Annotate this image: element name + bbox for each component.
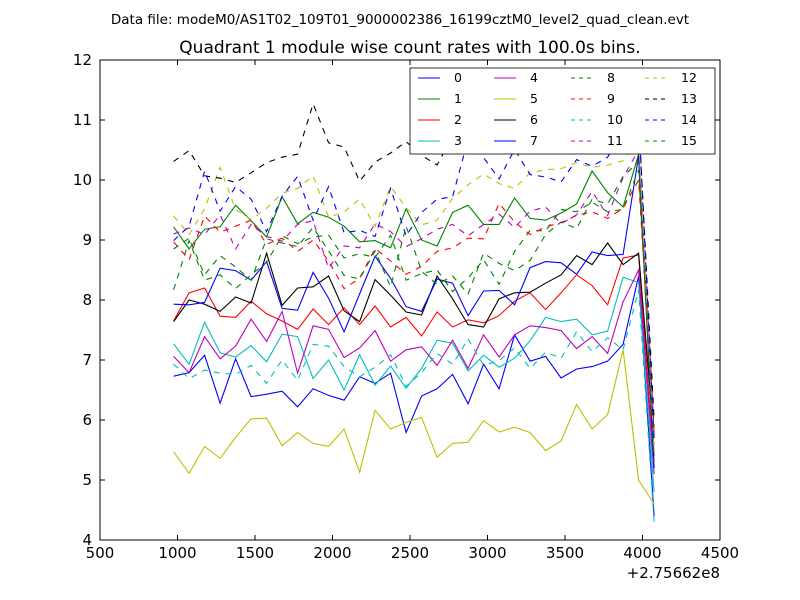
series-line-4 bbox=[173, 267, 655, 475]
y-tick-label: 11 bbox=[73, 111, 92, 129]
x-tick-label: 1500 bbox=[236, 544, 274, 562]
series-line-11 bbox=[173, 148, 655, 427]
legend-label-7: 7 bbox=[530, 133, 538, 148]
series-line-13 bbox=[173, 102, 655, 421]
y-tick-label: 8 bbox=[82, 291, 92, 309]
legend-frame bbox=[409, 67, 716, 155]
x-tick-label: 1000 bbox=[158, 544, 196, 562]
y-tick-label: 5 bbox=[82, 471, 92, 489]
y-tick-label: 12 bbox=[73, 51, 92, 69]
series-line-5 bbox=[173, 349, 655, 505]
legend-label-2: 2 bbox=[454, 112, 462, 127]
x-axis-offset-text: +2.75662e8 bbox=[627, 564, 720, 582]
legend-label-5: 5 bbox=[530, 91, 538, 106]
series-line-6 bbox=[173, 242, 655, 439]
series-line-1 bbox=[173, 154, 655, 457]
series-line-8 bbox=[173, 169, 655, 445]
x-tick-label: 2500 bbox=[391, 544, 429, 562]
y-tick-label: 6 bbox=[82, 411, 92, 429]
y-tick-label: 7 bbox=[82, 351, 92, 369]
legend-label-14: 14 bbox=[681, 112, 697, 127]
legend-label-13: 13 bbox=[681, 91, 697, 106]
legend-label-8: 8 bbox=[607, 70, 615, 85]
x-tick-label: 3000 bbox=[468, 544, 506, 562]
legend-label-10: 10 bbox=[607, 112, 623, 127]
y-tick-label: 9 bbox=[82, 231, 92, 249]
axes-ticks: 500 1000 1500 2000 2500 3000 3500 4000 4500 4 5 6 7 8… bbox=[73, 51, 739, 562]
x-tick-label: 3500 bbox=[546, 544, 584, 562]
x-tick-label: 500 bbox=[86, 544, 115, 562]
legend-label-6: 6 bbox=[530, 112, 538, 127]
y-tick-label: 4 bbox=[82, 531, 92, 549]
legend-label-3: 3 bbox=[454, 133, 462, 148]
legend-label-15: 15 bbox=[681, 133, 697, 148]
chart-suptitle: Data file: modeM0/AS1T02_109T01_90000023… bbox=[111, 12, 689, 28]
series-line-3 bbox=[173, 276, 655, 493]
legend-label-4: 4 bbox=[530, 70, 538, 85]
series-line-0 bbox=[173, 275, 655, 517]
x-tick-label: 4000 bbox=[623, 544, 661, 562]
legend-label-11: 11 bbox=[607, 133, 623, 148]
series-layer bbox=[173, 102, 655, 523]
series-line-2 bbox=[173, 254, 655, 463]
y-tick-label: 10 bbox=[73, 171, 92, 189]
chart-title: Quadrant 1 module wise count rates with … bbox=[179, 38, 640, 58]
series-line-7 bbox=[173, 155, 655, 469]
series-line-10 bbox=[173, 289, 655, 523]
legend-label-0: 0 bbox=[454, 70, 462, 85]
legend-label-1: 1 bbox=[454, 91, 462, 106]
x-tick-label: 2000 bbox=[313, 544, 351, 562]
legend-label-12: 12 bbox=[681, 70, 697, 85]
x-tick-label: 4500 bbox=[701, 544, 739, 562]
series-line-12 bbox=[173, 135, 655, 451]
legend-label-9: 9 bbox=[607, 91, 615, 106]
